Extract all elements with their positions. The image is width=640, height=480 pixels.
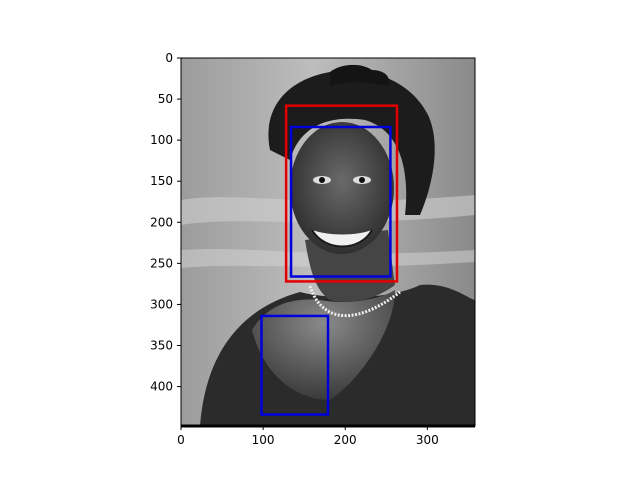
y-tick-label: 200 bbox=[150, 215, 173, 229]
axis-ticks: 0 100 200 300 0 50 100 150 200 250 300 350 400 bbox=[150, 51, 439, 447]
y-tick-label: 50 bbox=[158, 92, 173, 106]
x-tick-label: 100 bbox=[252, 433, 275, 447]
y-tick-label: 100 bbox=[150, 133, 173, 147]
blue-box-chest bbox=[260, 314, 330, 416]
y-tick-label: 300 bbox=[150, 297, 173, 311]
y-tick-label: 400 bbox=[150, 380, 173, 394]
y-tick-label: 350 bbox=[150, 339, 173, 353]
x-tick-label: 200 bbox=[334, 433, 357, 447]
x-tick-label: 0 bbox=[177, 433, 185, 447]
red-box bbox=[284, 104, 399, 283]
blue-box-face bbox=[289, 125, 392, 278]
y-tick-label: 150 bbox=[150, 174, 173, 188]
bounding-boxes bbox=[260, 104, 399, 416]
y-tick-label: 250 bbox=[150, 256, 173, 270]
x-tick-label: 300 bbox=[416, 433, 439, 447]
y-tick-label: 0 bbox=[165, 51, 173, 65]
